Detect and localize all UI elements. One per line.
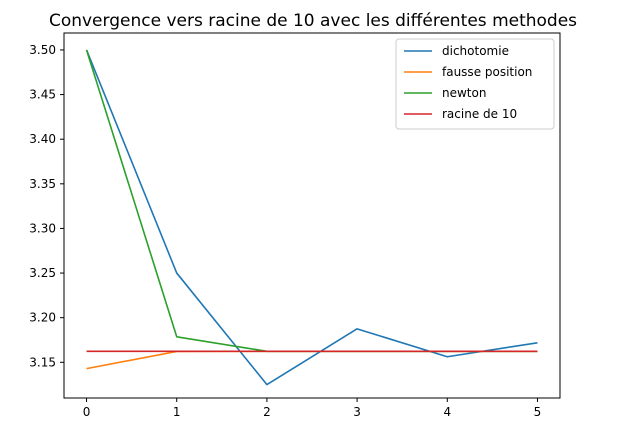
y-tick-label: 3.15 xyxy=(29,355,56,369)
y-tick-label: 3.20 xyxy=(29,311,56,325)
x-tick-label: 1 xyxy=(173,405,181,419)
chart-title: Convergence vers racine de 10 avec les d… xyxy=(49,11,577,31)
y-tick-label: 3.35 xyxy=(29,177,56,191)
legend-label-2: newton xyxy=(442,86,486,100)
y-tick-label: 3.25 xyxy=(29,266,56,280)
axes: 0 1 2 3 4 5 3.15 3.20 3.25 3.30 3.35 3.40 3.45 3.50 xyxy=(29,32,561,419)
x-tick-label: 4 xyxy=(443,405,451,419)
x-tick-label: 5 xyxy=(534,405,542,419)
legend-box xyxy=(395,38,555,130)
y-tick-label: 3.40 xyxy=(29,132,56,146)
y-tick-label: 3.30 xyxy=(29,221,56,235)
x-tick-label: 3 xyxy=(353,405,361,419)
legend-label-1: fausse position xyxy=(442,65,532,79)
legend-label-3: racine de 10 xyxy=(442,107,517,121)
x-tick-label: 2 xyxy=(263,405,271,419)
y-tick-label: 3.45 xyxy=(29,88,56,102)
y-tick-label: 3.50 xyxy=(29,43,56,57)
plot-frame xyxy=(63,32,561,399)
series-lines xyxy=(85,49,538,386)
series-line-0 xyxy=(85,49,538,386)
x-tick-label: 0 xyxy=(83,405,91,419)
legend-label-0: dichotomie xyxy=(442,44,509,58)
legend: dichotomie fausse position newton racine de… xyxy=(395,38,555,130)
